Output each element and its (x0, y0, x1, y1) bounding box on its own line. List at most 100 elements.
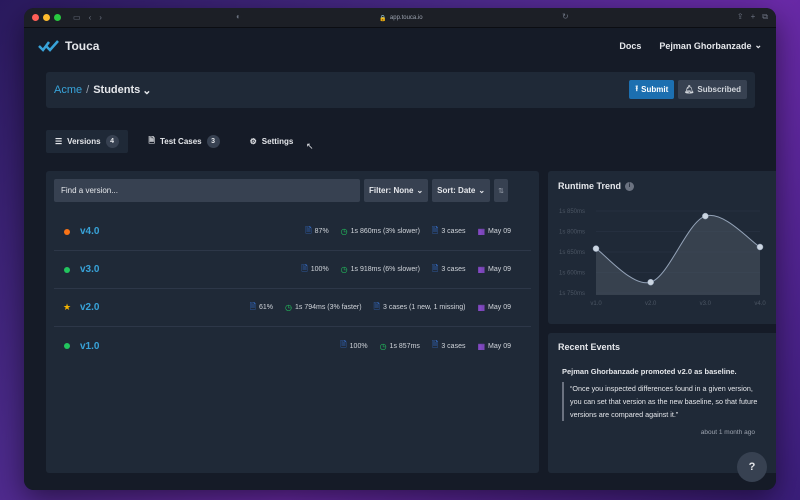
calendar-icon: ▦ (477, 303, 486, 312)
address-bar[interactable]: 🔒 app.touca.io (236, 12, 566, 24)
star-icon: ★ (63, 302, 72, 312)
version-date: May 09 (488, 228, 511, 235)
version-name[interactable]: v3.0 (80, 264, 100, 275)
docs-link[interactable]: Docs (619, 40, 642, 51)
brand-logo[interactable]: Touca (38, 39, 99, 53)
x-tick-label: v3.0 (700, 301, 712, 307)
version-score: 100% (310, 266, 329, 273)
close-window-button[interactable] (32, 14, 39, 21)
sort-dropdown[interactable]: Sort: Date ⌄ (432, 179, 491, 202)
list-item[interactable]: ★ v2.0 🗎 61% ◷ 1s 794ms (3% faster) 🗎 3 cas… (54, 289, 531, 327)
series-line (595, 214, 761, 284)
maximize-window-button[interactable] (54, 14, 61, 21)
version-name[interactable]: v2.0 (80, 302, 100, 313)
sidebar-toggle-icon[interactable]: ▭ (73, 13, 81, 22)
subscribed-label: Subscribed (697, 85, 741, 94)
panel-title: Recent Events (558, 342, 620, 352)
tab-bar: ☰ Versions 4 🗎 Test Cases 3 ⚙ Settings (46, 130, 302, 153)
version-cases: 3 cases (1 new, 1 missing) (382, 304, 466, 311)
window-controls (32, 14, 61, 21)
browser-window: ▭ ‹ › ◐ 🔒 app.touca.io ↻ ⇪ + ⧉ Touca (24, 8, 776, 490)
file-icon: 🗎 (148, 135, 155, 145)
data-point-v4.0 (756, 243, 764, 251)
breadcrumb-team[interactable]: Acme (54, 84, 83, 96)
chevron-down-icon: ⌄ (416, 186, 424, 195)
list-item[interactable]: v3.0 🗎 100% ◷ 1s 918ms (6% slower) 🗎 3 case… (54, 251, 531, 289)
version-search-input[interactable] (54, 179, 360, 202)
url-text: app.touca.io (389, 15, 423, 21)
file-icon: 🗎 (431, 225, 439, 235)
versions-panel: Filter: None ⌄ Sort: Date ⌄ ⇅ v4.0 🗎87% … (46, 171, 539, 473)
gear-icon: ⚙ (249, 137, 257, 146)
file-icon: 🗎 (305, 225, 312, 235)
navbar: Touca Docs Pejman Ghorbanzade ⌄ (24, 28, 776, 64)
breadcrumb-suite[interactable]: Students ⌄ (93, 84, 151, 97)
trend-title: Runtime Trend (558, 181, 622, 191)
file-icon: 🗎 (249, 301, 257, 311)
version-date: May 09 (488, 266, 511, 273)
clock-icon: ◷ (379, 341, 387, 351)
version-name[interactable]: v1.0 (80, 340, 100, 352)
y-tick-label: 1s 600ms (559, 271, 585, 277)
privacy-shield-icon[interactable]: ◐ (236, 12, 241, 21)
back-icon[interactable]: ‹ (88, 13, 92, 22)
suite-header: Acme / Students ⌄ ⭱ Submit 🔔︎ Subscribed (46, 72, 755, 108)
sort-direction-icon[interactable]: ⇅ (494, 179, 509, 202)
list-item[interactable]: v4.0 🗎 87% ◷ 1s 860ms (3% slower) 🗎 3 cases… (54, 213, 531, 251)
tab-count-badge: 3 (206, 135, 220, 148)
forward-icon[interactable]: › (99, 13, 102, 22)
file-icon: 🗎 (431, 340, 439, 349)
clock-icon: ◷ (340, 227, 348, 236)
version-cases: 3 cases (441, 342, 466, 350)
chevron-down-icon: ⌄ (754, 40, 762, 50)
data-point-v2.0 (647, 278, 654, 286)
chevron-down-icon: ⌄ (478, 186, 486, 195)
panel-title: Runtime Trend i (558, 181, 635, 191)
touca-logo-icon (38, 40, 59, 52)
file-icon: 🗎 (340, 340, 347, 349)
version-runtime: 1s 857ms (389, 342, 420, 350)
event-quote: “Once you inspected differences found in… (562, 382, 762, 421)
version-cases: 3 cases (441, 228, 466, 235)
tab-test-cases[interactable]: 🗎 Test Cases 3 (140, 130, 229, 153)
chevron-down-icon: ⌄ (142, 84, 152, 97)
version-runtime: 1s 794ms (3% faster) (295, 304, 362, 311)
data-point-v1.0 (592, 245, 600, 252)
tab-label: Versions (67, 137, 101, 146)
file-icon: 🗎 (431, 263, 439, 273)
user-menu[interactable]: Pejman Ghorbanzade ⌄ (659, 40, 762, 51)
tab-label: Test Cases (159, 137, 202, 146)
submit-button[interactable]: ⭱ Submit (629, 80, 675, 99)
filter-bar: Filter: None ⌄ Sort: Date ⌄ ⇅ (54, 179, 509, 202)
minimize-window-button[interactable] (43, 14, 50, 21)
help-button[interactable]: ? (737, 452, 767, 482)
calendar-icon: ▦ (477, 227, 486, 236)
version-score: 87% (314, 228, 329, 235)
upload-icon: ⭱ (635, 83, 639, 93)
sort-label: Sort: Date (437, 186, 476, 195)
suite-name: Students (93, 84, 141, 96)
tab-versions[interactable]: ☰ Versions 4 (46, 130, 128, 153)
status-dot (64, 228, 70, 235)
status-dot (64, 266, 70, 273)
breadcrumb: Acme / Students ⌄ (54, 84, 151, 97)
filter-dropdown[interactable]: Filter: None ⌄ (364, 179, 429, 202)
lock-icon: 🔒 (379, 15, 387, 22)
info-icon[interactable]: i (625, 181, 635, 191)
tab-label: Settings (261, 137, 294, 146)
y-tick-label: 1s 750ms (559, 291, 585, 297)
event-summary: Pejman Ghorbanzade promoted v2.0 as base… (562, 367, 737, 376)
tabs-overview-icon[interactable]: ⧉ (762, 12, 768, 21)
version-score: 100% (349, 342, 368, 350)
subscribed-button[interactable]: 🔔︎ Subscribed (678, 80, 747, 99)
new-tab-icon[interactable]: + (750, 12, 756, 21)
tab-settings[interactable]: ⚙ Settings (241, 130, 303, 153)
submit-label: Submit (641, 85, 669, 94)
list-item[interactable]: v1.0 🗎 100% ◷ 1s 857ms 🗎 3 cases ▦ May 09 (54, 327, 531, 365)
x-tick-label: v2.0 (645, 301, 657, 307)
clock-icon: ◷ (285, 303, 293, 312)
version-name[interactable]: v4.0 (80, 226, 100, 237)
reload-icon[interactable]: ↻ (562, 12, 569, 21)
share-icon[interactable]: ⇪ (736, 12, 744, 21)
recent-events-panel: Recent Events Pejman Ghorbanzade promote… (548, 333, 776, 473)
